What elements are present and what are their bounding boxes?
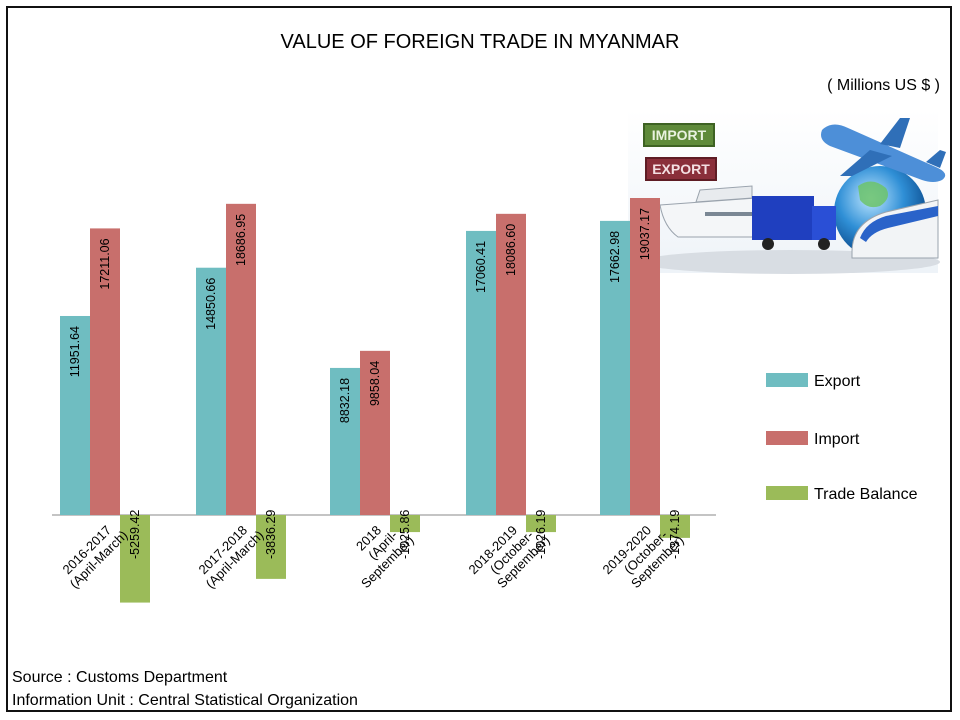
bar-import-3 [496, 213, 526, 515]
value-label-import-1: 18686.95 [234, 214, 248, 266]
value-label-export-2: 8832.18 [338, 378, 352, 423]
import-badge: IMPORT [643, 123, 715, 147]
ship-icon [659, 185, 771, 238]
bar-import-4 [630, 198, 660, 515]
source-note: Source : Customs Department [12, 669, 228, 686]
bar-trade-balance-2 [390, 515, 420, 533]
legend-label-trade-balance: Trade Balance [814, 486, 918, 503]
value-label-trade-balance-4: -1374.19 [668, 510, 682, 559]
bar-export-3 [466, 230, 496, 515]
bar-export-1 [196, 267, 226, 515]
bar-import-1 [226, 203, 256, 516]
category-text-0: 2016-2017(April-March) [56, 517, 130, 591]
bar-import-0 [90, 228, 120, 515]
export-badge-label: EXPORT [652, 161, 710, 177]
bar-export-4 [600, 220, 630, 515]
chart-title: VALUE OF FOREIGN TRADE IN MYANMAR [281, 31, 680, 53]
category-label-3: 2018-2019(October-September) [466, 511, 553, 598]
value-label-trade-balance-3: -1026.19 [534, 510, 548, 559]
category-text-1: 2017-2018(April-March) [192, 517, 266, 591]
legend-swatch-trade-balance [766, 486, 808, 500]
bar-import-2 [360, 350, 390, 515]
info-note: Information Unit : Central Statistical O… [12, 692, 358, 709]
legend: Export Import Trade Balance [766, 373, 918, 503]
bar-export-2 [330, 367, 360, 515]
value-label-import-4: 19037.17 [638, 208, 652, 260]
export-badge: EXPORT [645, 157, 717, 181]
bar-group [60, 198, 690, 603]
legend-swatch-export [766, 373, 808, 387]
category-label-1: 2017-2018(April-March) [192, 517, 267, 592]
value-label-trade-balance-2: -1025.86 [398, 510, 412, 559]
bar-export-0 [60, 315, 90, 515]
bar-trade-balance-0 [120, 515, 150, 603]
value-label-trade-balance-1: -3836.29 [264, 510, 278, 559]
legend-label-import: Import [814, 431, 860, 448]
value-label-import-3: 18086.60 [504, 224, 518, 276]
bar-trade-balance-3 [526, 515, 556, 533]
value-label-export-1: 14850.66 [204, 278, 218, 330]
trade-illustration: IMPORT EXPORT [628, 110, 946, 274]
category-text-3: 2018-2019(October-September) [466, 511, 553, 598]
category-labels: 2016-2017(April-March) 2017-2018(April-Ma… [56, 511, 687, 598]
bar-trade-balance-1 [256, 515, 286, 579]
value-label-export-4: 17662.98 [608, 231, 622, 283]
legend-label-export: Export [814, 373, 861, 390]
value-label-trade-balance-0: -5259.42 [128, 510, 142, 559]
category-label-0: 2016-2017(April-March) [56, 517, 131, 592]
value-label-export-0: 11951.64 [68, 326, 82, 377]
value-label-import-2: 9858.04 [368, 361, 382, 406]
train-icon [851, 199, 939, 259]
value-label-export-3: 17060.41 [474, 241, 488, 293]
airplane-icon [821, 118, 946, 182]
value-label-import-0: 17211.06 [98, 238, 112, 289]
import-badge-label: IMPORT [652, 127, 707, 143]
value-labels: 11951.64 14850.66 8832.18 17060.41 17662.98 1… [68, 208, 682, 559]
bar-trade-balance-4 [660, 515, 690, 538]
truck-icon [752, 196, 836, 250]
legend-swatch-import [766, 431, 808, 445]
unit-label: ( Millions US $ ) [827, 77, 940, 94]
